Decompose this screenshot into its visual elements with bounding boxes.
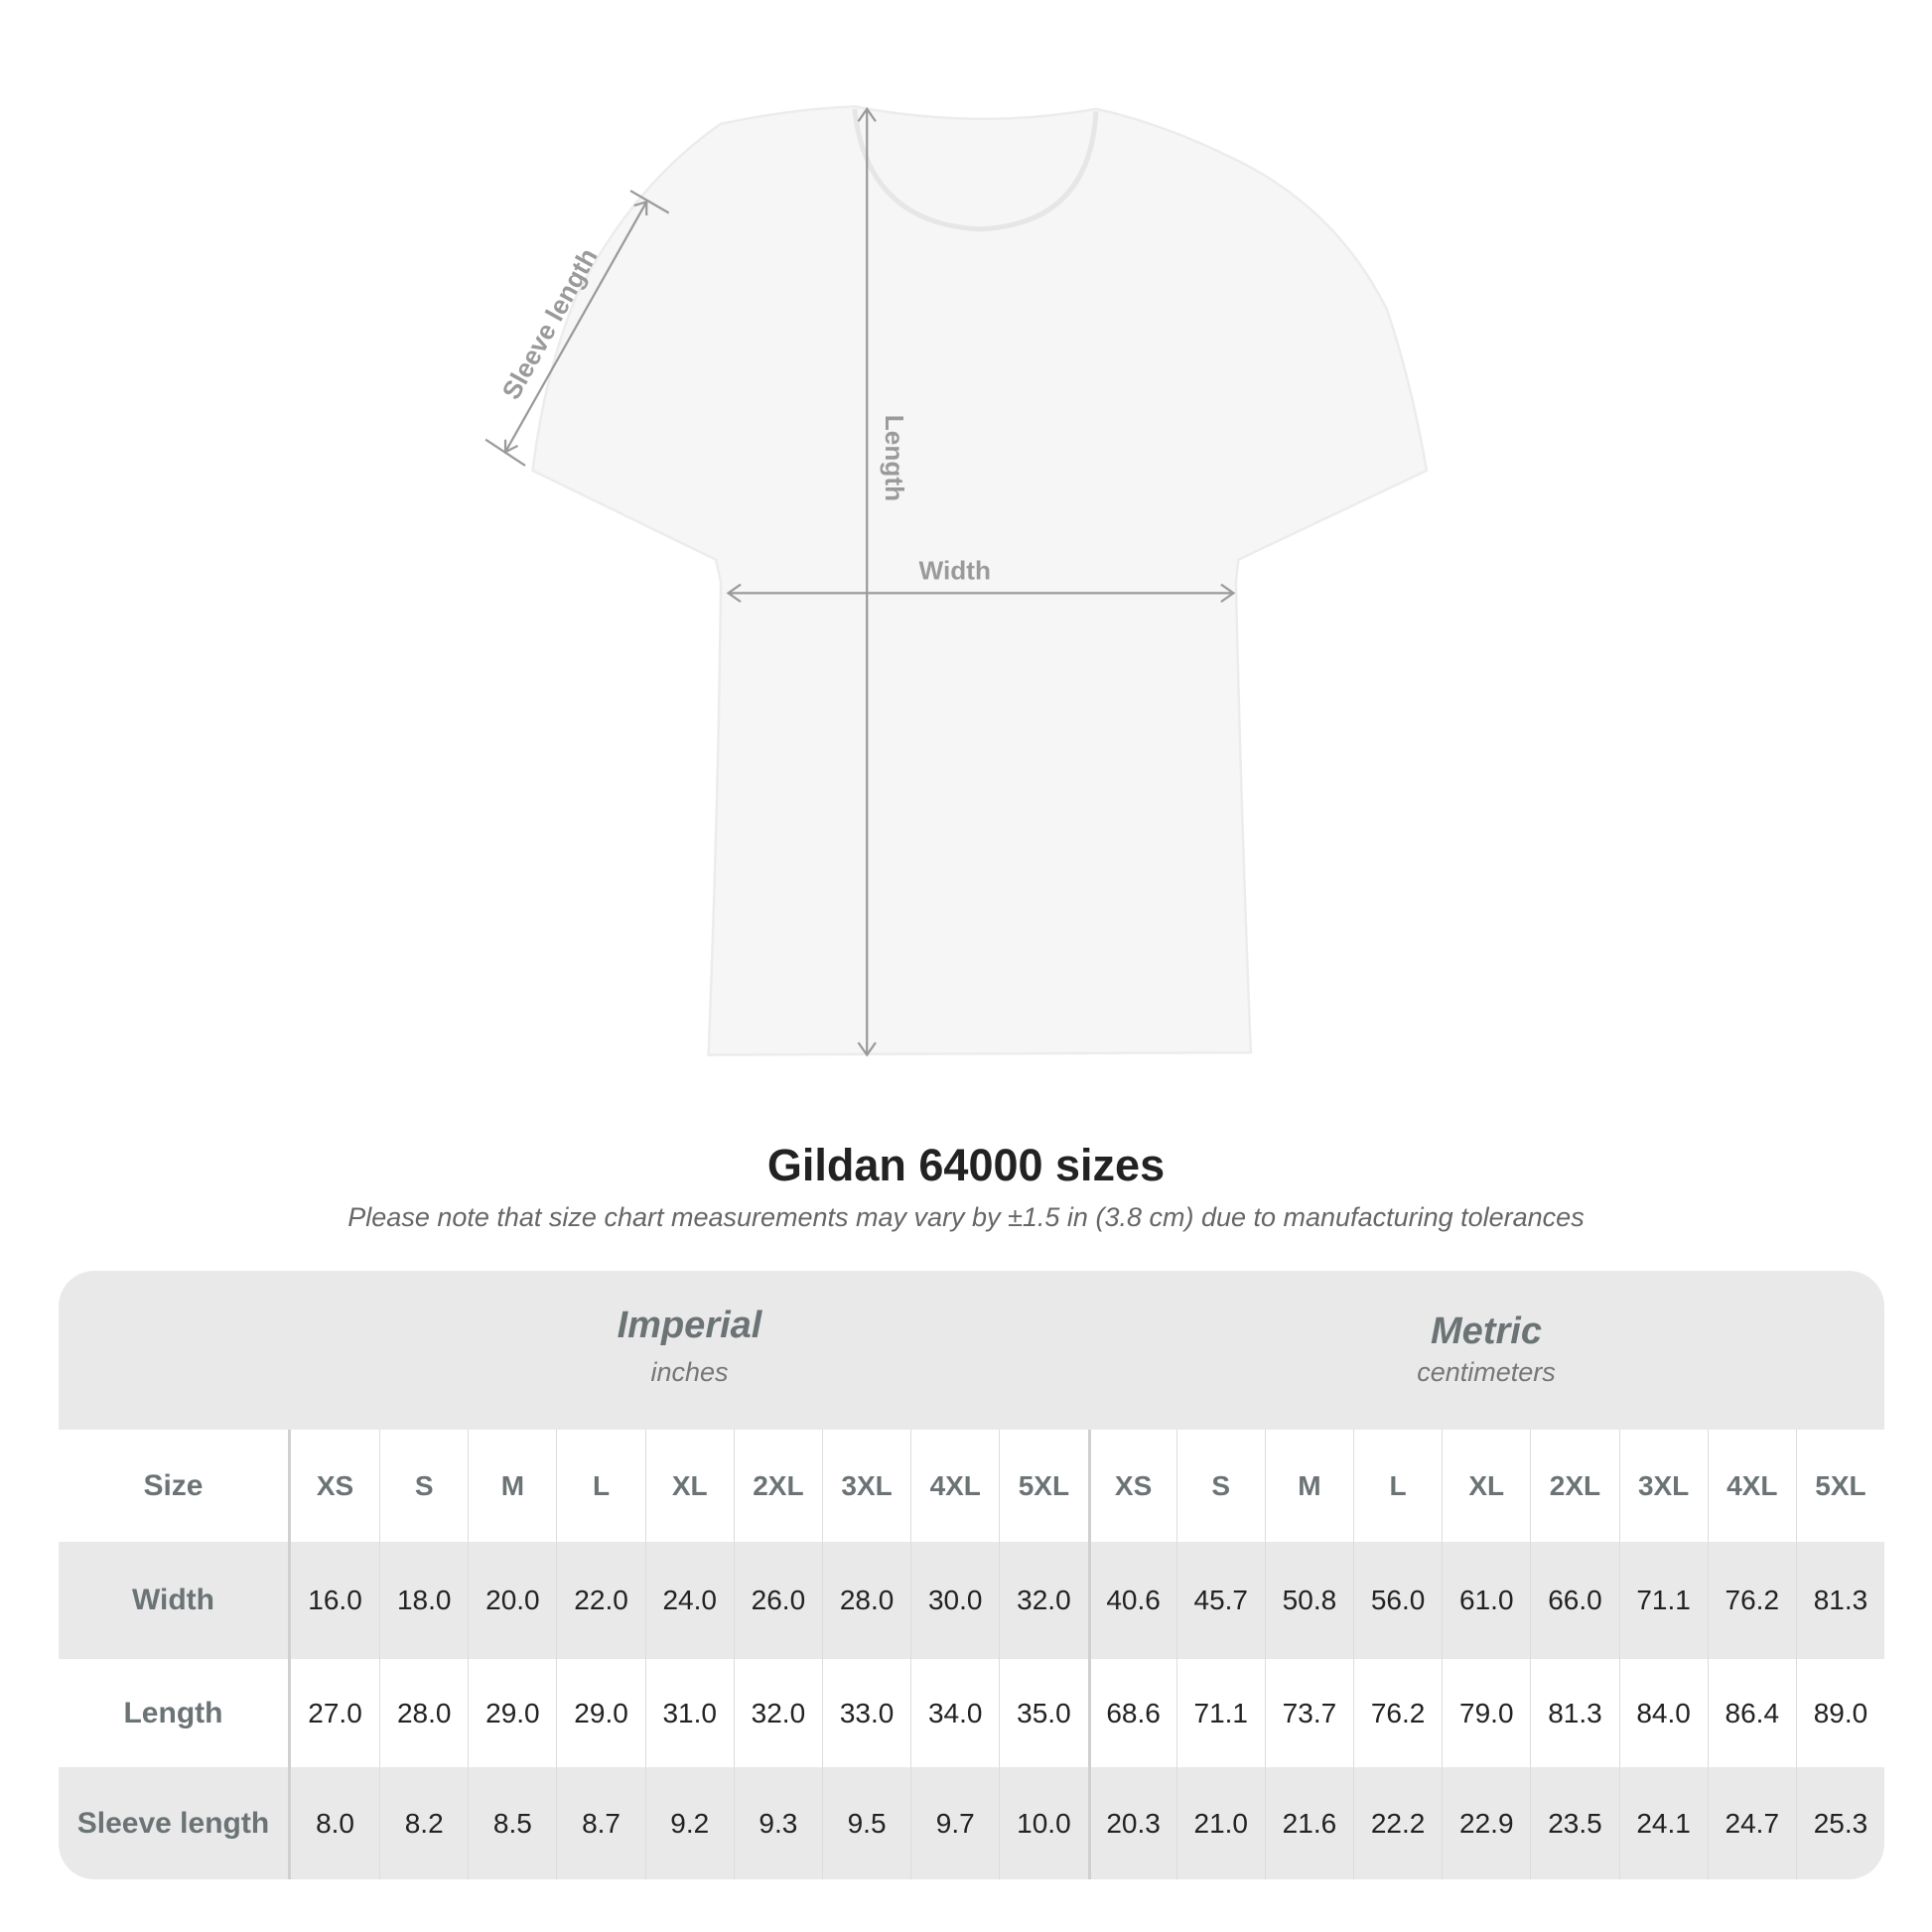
size-header-cell: 4XL bbox=[1707, 1430, 1796, 1542]
imperial-group-header: Imperial inches bbox=[291, 1271, 1088, 1430]
value-cell: 21.0 bbox=[1175, 1767, 1265, 1879]
value-cell: 30.0 bbox=[910, 1542, 999, 1659]
imperial-unit: inches bbox=[650, 1357, 729, 1387]
size-header-cell: XS bbox=[316, 1469, 354, 1501]
size-header-cell: L bbox=[556, 1430, 644, 1542]
value-cell: 21.6 bbox=[1264, 1767, 1353, 1879]
value-cell: 50.8 bbox=[1264, 1542, 1353, 1659]
value-cell: 79.0 bbox=[1442, 1659, 1530, 1767]
value-cell: 73.7 bbox=[1264, 1659, 1353, 1767]
row-label: Size bbox=[59, 1430, 291, 1542]
size-header-cell: 5XL bbox=[999, 1430, 1087, 1542]
imperial-title: Imperial bbox=[617, 1305, 762, 1346]
value-cell: 40.6 bbox=[1087, 1542, 1176, 1659]
value-cell: 66.0 bbox=[1530, 1542, 1618, 1659]
tolerance-note: Please note that size chart measurements… bbox=[347, 1202, 1585, 1232]
value-cell: 26.0 bbox=[733, 1542, 822, 1659]
value-cell: 32.0 bbox=[999, 1542, 1087, 1659]
collar bbox=[852, 108, 1099, 232]
value-cell: 33.0 bbox=[821, 1659, 910, 1767]
value-cell: 24.7 bbox=[1707, 1767, 1796, 1879]
value-cell: 34.0 bbox=[910, 1659, 999, 1767]
size-header-row: Size XS S M L XL 2XL 3XL 4XL 5XL XS S M L XL 2XL 3XL 4XL 5… bbox=[59, 1430, 1884, 1542]
value-cell: 29.0 bbox=[556, 1659, 644, 1767]
size-header-cell: XL bbox=[644, 1430, 734, 1542]
size-header-cell: XS bbox=[1087, 1430, 1176, 1542]
value-cell: 9.7 bbox=[910, 1767, 999, 1879]
value-cell: 28.0 bbox=[379, 1659, 468, 1767]
size-header-cell: 3XL bbox=[821, 1430, 910, 1542]
row-label: Width bbox=[59, 1542, 291, 1659]
table-row: Length 27.0 28.0 29.0 29.0 31.0 32.0 33.0 34.0 35… bbox=[59, 1659, 1884, 1767]
value-cell: 29.0 bbox=[468, 1659, 556, 1767]
value-cell: 71.1 bbox=[1175, 1659, 1265, 1767]
value-cell: 84.0 bbox=[1618, 1659, 1708, 1767]
value-cell: 86.4 bbox=[1707, 1659, 1796, 1767]
value-cell: 9.2 bbox=[644, 1767, 734, 1879]
length-label: Length bbox=[880, 415, 909, 501]
value-cell: 81.3 bbox=[1530, 1659, 1618, 1767]
value-cell: 71.1 bbox=[1618, 1542, 1708, 1659]
value-cell: 25.3 bbox=[1795, 1767, 1884, 1879]
value-cell: 22.9 bbox=[1442, 1767, 1530, 1879]
value-cell: 89.0 bbox=[1795, 1659, 1884, 1767]
value-cell: 8.0 bbox=[316, 1807, 354, 1839]
value-cell: 16.0 bbox=[308, 1585, 362, 1615]
size-header-cell: M bbox=[1264, 1430, 1353, 1542]
row-label: Sleeve length bbox=[59, 1767, 291, 1879]
width-label: Width bbox=[919, 556, 991, 586]
value-cell: 61.0 bbox=[1442, 1542, 1530, 1659]
value-cell: 9.3 bbox=[733, 1767, 822, 1879]
table-row: Width 16.0 18.0 20.0 22.0 24.0 26.0 28.0 30.0 32.… bbox=[59, 1542, 1884, 1659]
metric-group-header: Metric centimeters bbox=[1088, 1271, 1884, 1430]
value-cell: 76.2 bbox=[1707, 1542, 1796, 1659]
table-row: Sleeve length 8.0 8.2 8.5 8.7 9.2 9.3 9.5 9.7 10.… bbox=[59, 1767, 1884, 1879]
value-cell: 10.0 bbox=[999, 1767, 1087, 1879]
value-cell: 20.3 bbox=[1087, 1767, 1176, 1879]
t-shirt-diagram: Sleeve length Length Width bbox=[484, 105, 1429, 1057]
value-cell: 27.0 bbox=[308, 1697, 362, 1728]
value-cell: 18.0 bbox=[379, 1542, 468, 1659]
value-cell: 35.0 bbox=[999, 1659, 1087, 1767]
value-cell: 22.2 bbox=[1353, 1767, 1442, 1879]
value-cell: 31.0 bbox=[644, 1659, 734, 1767]
value-cell: 81.3 bbox=[1795, 1542, 1884, 1659]
size-header-cell: S bbox=[379, 1430, 468, 1542]
value-cell: 8.5 bbox=[468, 1767, 556, 1879]
value-cell: 23.5 bbox=[1530, 1767, 1618, 1879]
size-header-cell: 2XL bbox=[1530, 1430, 1618, 1542]
size-header-cell: 3XL bbox=[1618, 1430, 1708, 1542]
value-cell: 76.2 bbox=[1353, 1659, 1442, 1767]
value-cell: 45.7 bbox=[1175, 1542, 1265, 1659]
page-title: Gildan 64000 sizes bbox=[766, 1140, 1166, 1190]
size-header-cell: S bbox=[1175, 1430, 1265, 1542]
value-cell: 22.0 bbox=[556, 1542, 644, 1659]
size-header-cell: 5XL bbox=[1795, 1430, 1884, 1542]
size-header-cell: 4XL bbox=[910, 1430, 999, 1542]
value-cell: 20.0 bbox=[468, 1542, 556, 1659]
value-cell: 28.0 bbox=[821, 1542, 910, 1659]
value-cell: 68.6 bbox=[1087, 1659, 1176, 1767]
size-table: Imperial inches Metric centimeters Size X… bbox=[59, 1271, 1884, 1879]
value-cell: 56.0 bbox=[1353, 1542, 1442, 1659]
value-cell: 9.5 bbox=[821, 1767, 910, 1879]
metric-unit: centimeters bbox=[1417, 1357, 1556, 1387]
value-cell: 8.7 bbox=[556, 1767, 644, 1879]
row-label: Length bbox=[59, 1659, 291, 1767]
size-header-cell: L bbox=[1353, 1430, 1442, 1542]
sleeve-arrow bbox=[504, 201, 648, 453]
t-shirt-shape bbox=[531, 105, 1429, 1056]
size-header-cell: M bbox=[468, 1430, 556, 1542]
value-cell: 32.0 bbox=[733, 1659, 822, 1767]
size-header-cell: 2XL bbox=[733, 1430, 822, 1542]
value-cell: 24.1 bbox=[1618, 1767, 1708, 1879]
value-cell: 24.0 bbox=[644, 1542, 734, 1659]
metric-title: Metric bbox=[1431, 1311, 1542, 1352]
value-cell: 8.2 bbox=[379, 1767, 468, 1879]
size-header-cell: XL bbox=[1442, 1430, 1530, 1542]
